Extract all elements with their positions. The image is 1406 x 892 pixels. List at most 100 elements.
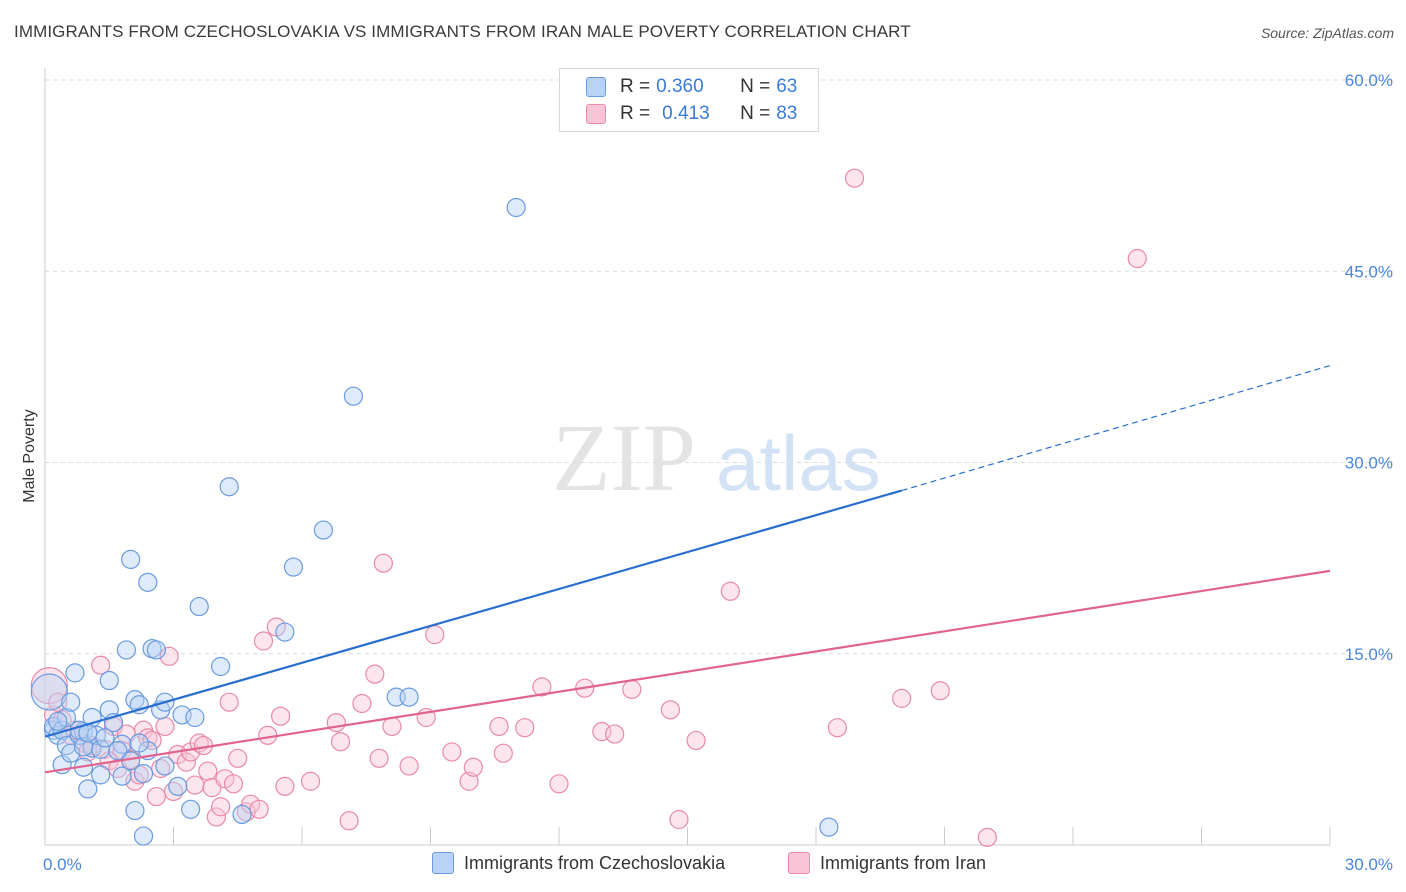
data-point	[228, 748, 248, 768]
data-point	[300, 771, 321, 791]
data-point	[669, 809, 689, 830]
data-point	[155, 716, 175, 737]
data-point	[78, 779, 98, 799]
data-point	[373, 553, 393, 573]
data-point	[844, 168, 865, 188]
data-point	[283, 557, 304, 577]
data-point	[129, 733, 149, 753]
data-point	[425, 625, 445, 645]
data-point	[185, 707, 205, 728]
legend-n-value: 83	[776, 103, 798, 124]
data-point	[108, 741, 128, 761]
data-point	[95, 728, 115, 748]
data-point	[892, 688, 912, 708]
data-point	[155, 756, 175, 776]
data-point	[399, 687, 419, 707]
data-point	[112, 766, 132, 786]
legend-swatch-pink	[586, 104, 606, 124]
legend-r-value: 0.413	[662, 103, 710, 124]
data-point	[48, 711, 68, 731]
bottom-legend-czechoslovakia: Immigrants from Czechoslovakia	[432, 852, 725, 874]
data-point	[313, 520, 334, 540]
data-point	[91, 765, 111, 785]
grid-lines	[45, 79, 1395, 655]
data-point	[249, 799, 269, 819]
legend-n-value: 63	[776, 76, 798, 97]
y-tick-label: 15.0%	[1345, 645, 1393, 664]
y-axis-label: Male Poverty	[21, 409, 38, 502]
data-point	[211, 797, 231, 817]
y-tick-label: 45.0%	[1345, 262, 1393, 281]
data-point	[1127, 248, 1147, 269]
x-tick-label: 0.0%	[43, 855, 82, 874]
data-point	[827, 718, 848, 738]
chart-title: IMMIGRANTS FROM CZECHOSLOVAKIA VS IMMIGR…	[14, 22, 911, 41]
legend-n-label: N =	[740, 103, 771, 124]
data-point	[168, 776, 188, 796]
data-point	[489, 716, 509, 737]
data-point	[382, 716, 402, 737]
data-point	[493, 743, 513, 763]
data-point	[176, 752, 196, 772]
data-point	[506, 197, 526, 218]
data-point	[185, 775, 205, 795]
data-point	[133, 763, 154, 784]
trend-line-iran	[44, 569, 1331, 774]
data-point	[686, 730, 706, 751]
data-point	[116, 640, 136, 660]
x-tick-label: 30.0%	[1345, 855, 1393, 874]
data-point	[270, 706, 291, 726]
bottom-legend-swatch-blue	[432, 852, 454, 874]
trend-line-czechoslovakia-extension	[901, 365, 1331, 492]
data-point	[326, 712, 346, 733]
legend-swatch-blue	[586, 77, 606, 97]
data-point	[549, 774, 569, 794]
data-point	[339, 811, 359, 831]
data-point	[442, 742, 462, 762]
legend-r-label: R =	[620, 103, 651, 124]
data-point	[219, 692, 239, 712]
bottom-legend: Immigrants from Czechoslovakia Immigrant…	[0, 852, 1406, 878]
data-point	[369, 748, 389, 768]
data-point	[365, 664, 385, 684]
data-point	[330, 732, 351, 752]
data-point	[515, 718, 535, 738]
bottom-legend-iran: Immigrants from Iran	[788, 852, 986, 874]
data-point	[99, 670, 119, 691]
data-point	[198, 761, 218, 781]
bottom-legend-label: Immigrants from Iran	[820, 852, 987, 873]
data-point	[819, 817, 839, 837]
legend-row-czechoslovakia: R = 0.360 N = 63	[586, 75, 797, 99]
data-point	[232, 804, 252, 825]
data-point	[463, 757, 483, 777]
data-point	[30, 673, 68, 711]
data-point	[125, 800, 145, 821]
data-point	[91, 655, 111, 675]
data-point	[977, 827, 997, 847]
bottom-legend-label: Immigrants from Czechoslovakia	[464, 852, 726, 873]
y-tick-label: 30.0%	[1345, 454, 1393, 473]
data-point	[181, 799, 201, 819]
legend-n-label: N =	[740, 76, 771, 97]
data-point	[219, 477, 239, 497]
data-point	[223, 774, 244, 794]
data-point	[138, 572, 158, 592]
data-point	[275, 622, 295, 642]
data-point	[121, 549, 141, 570]
tick-labels: 15.0% 30.0% 45.0% 60.0% 0.0% 30.0%	[43, 71, 1393, 874]
data-point	[146, 640, 166, 660]
data-point	[61, 692, 81, 712]
data-point	[622, 679, 642, 700]
data-point	[146, 786, 166, 807]
watermark-zip: ZIP	[552, 404, 696, 511]
data-point	[720, 581, 740, 601]
legend-r-value: 0.360	[656, 76, 704, 97]
data-point	[352, 693, 372, 714]
data-point	[275, 776, 295, 796]
legend-r-label: R =	[620, 76, 651, 97]
data-point	[343, 386, 363, 406]
data-point	[65, 663, 85, 683]
trend-line-czechoslovakia	[44, 489, 902, 738]
data-point	[189, 596, 209, 617]
